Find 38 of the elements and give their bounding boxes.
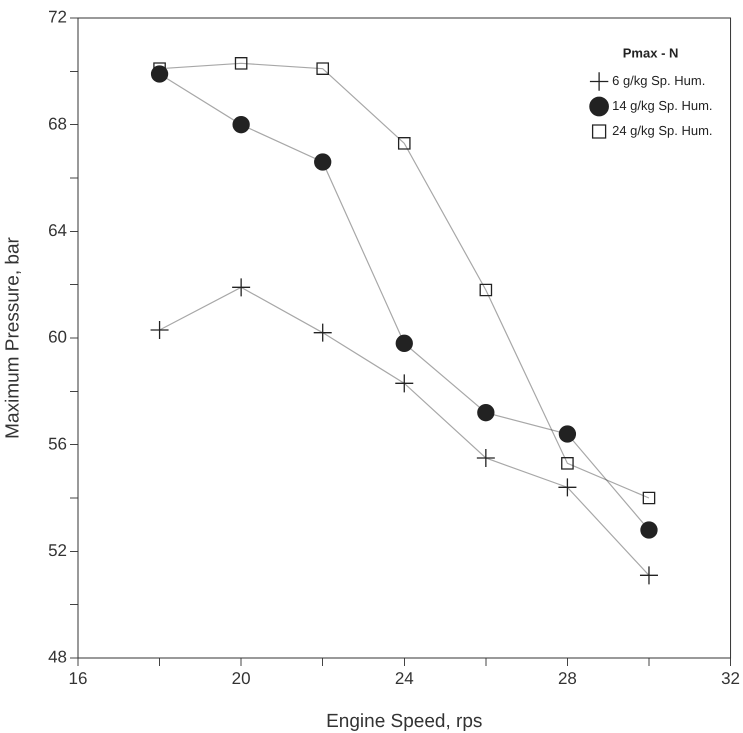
point bbox=[150, 320, 170, 340]
point bbox=[639, 566, 659, 585]
x-tick-label: 20 bbox=[232, 668, 251, 688]
x-tick-label: 24 bbox=[394, 668, 414, 688]
point bbox=[477, 404, 494, 422]
x-tick-label: 28 bbox=[558, 668, 577, 688]
point bbox=[640, 521, 658, 539]
legend-label: 6 g/kg Sp. Hum. bbox=[612, 73, 706, 88]
point bbox=[316, 62, 330, 75]
point bbox=[313, 323, 332, 342]
point bbox=[398, 137, 411, 150]
legend-label: 24 g/kg Sp. Hum. bbox=[612, 123, 713, 138]
y-tick-label: 68 bbox=[48, 114, 67, 134]
point bbox=[150, 65, 168, 83]
point bbox=[314, 153, 332, 171]
y-tick-label: 60 bbox=[48, 328, 67, 347]
point bbox=[558, 425, 576, 443]
y-tick-label: 64 bbox=[48, 221, 67, 240]
y-tick-label: 52 bbox=[48, 541, 67, 560]
point bbox=[231, 278, 251, 297]
point bbox=[561, 457, 574, 470]
point bbox=[234, 57, 248, 70]
point bbox=[558, 478, 578, 497]
y-tick-label: 72 bbox=[48, 8, 67, 27]
point bbox=[642, 492, 656, 504]
point bbox=[480, 284, 492, 296]
y-tick-label: 48 bbox=[48, 648, 67, 667]
point bbox=[396, 334, 413, 352]
x-tick-label: 32 bbox=[721, 668, 740, 688]
point bbox=[394, 374, 414, 393]
legend-title: Pmax - N bbox=[622, 45, 678, 60]
point bbox=[232, 116, 250, 134]
x-axis-title: Engine Speed, rps bbox=[326, 710, 482, 732]
y-axis-title: Maximum Pressure, bar bbox=[2, 236, 24, 439]
y-tick-label: 56 bbox=[48, 434, 67, 454]
point bbox=[476, 448, 496, 468]
legend-label: 14 g/kg Sp. Hum. bbox=[612, 98, 713, 114]
x-tick-label: 16 bbox=[68, 668, 88, 688]
